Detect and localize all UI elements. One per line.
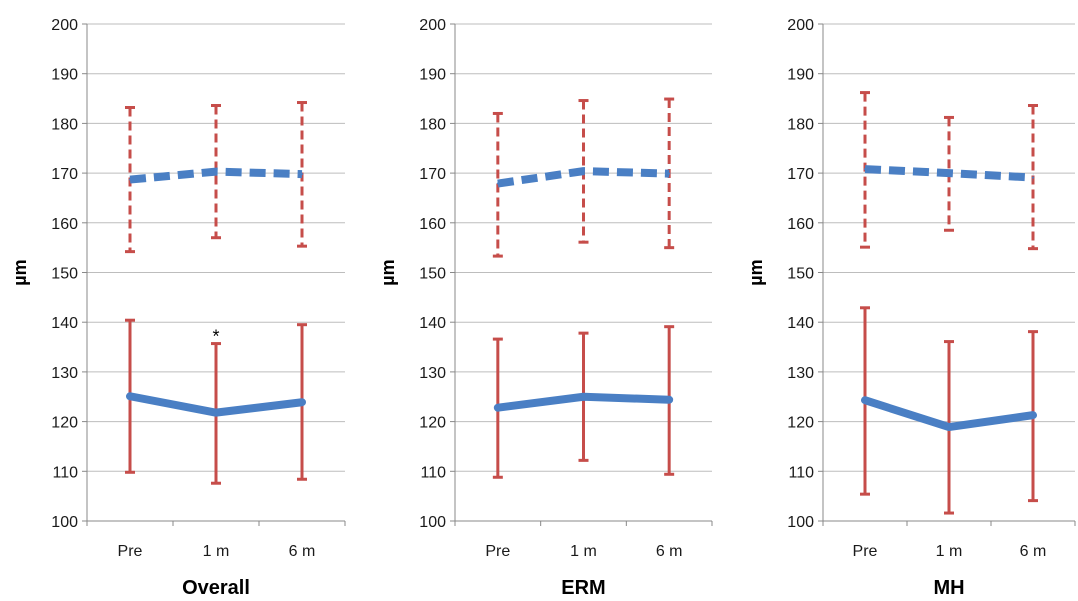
panel-overall: 100 110 120 130 140 150 160 170 180 190 200 Pre 1 m 6… [10, 17, 346, 599]
data-point [301, 401, 303, 404]
y-tick-label: 200 [787, 17, 814, 34]
y-tick-label: 100 [419, 514, 446, 531]
y-axis-label: µm [10, 259, 30, 285]
y-tick-label: 110 [52, 464, 78, 481]
x-tick-label: 6 m [656, 543, 683, 560]
data-point [864, 399, 866, 402]
y-tick-label: 110 [788, 464, 814, 481]
data-point [864, 168, 866, 171]
y-tick-label: 110 [420, 464, 446, 481]
panel-title: MH [933, 577, 964, 599]
x-tick-label: Pre [853, 543, 878, 560]
x-tick-label: 6 m [289, 543, 316, 560]
data-point [582, 395, 585, 398]
data-point [1032, 176, 1034, 179]
y-tick-label: 120 [419, 415, 446, 432]
significance-marker: * [212, 327, 219, 347]
data-point [215, 411, 217, 414]
panel-erm: 100 110 120 130 140 150 160 170 180 190 200 Pre 1 m 6… [378, 17, 713, 599]
y-tick-label: 170 [419, 166, 446, 183]
panel-mh: 100 110 120 130 140 150 160 170 180 190 200 Pre 1 m 6… [746, 17, 1076, 599]
y-tick-label: 170 [787, 166, 814, 183]
y-tick-label: 200 [419, 17, 446, 34]
data-point [668, 172, 671, 175]
y-axis-label: µm [378, 259, 398, 285]
data-point [948, 426, 950, 429]
data-point [496, 182, 499, 185]
x-tick-label: 6 m [1020, 543, 1047, 560]
data-point [1032, 414, 1034, 417]
y-tick-label: 170 [51, 166, 78, 183]
y-tick-label: 150 [51, 266, 78, 283]
y-tick-label: 150 [419, 266, 446, 283]
y-tick-label: 130 [787, 365, 814, 382]
y-axis-label: µm [746, 259, 766, 285]
y-tick-label: 190 [419, 67, 446, 84]
y-tick-label: 100 [787, 514, 814, 531]
y-tick-label: 180 [419, 116, 446, 133]
y-tick-label: 140 [787, 315, 814, 332]
y-tick-label: 160 [419, 216, 446, 233]
y-tick-label: 130 [419, 365, 446, 382]
data-point [582, 170, 585, 173]
y-tick-label: 200 [51, 17, 78, 34]
x-tick-label: 1 m [570, 543, 597, 560]
x-tick-label: Pre [118, 543, 143, 560]
x-tick-label: 1 m [936, 543, 963, 560]
data-point [948, 172, 950, 175]
data-point [301, 173, 303, 176]
data-point [496, 406, 499, 409]
panel-title: ERM [561, 577, 605, 599]
data-point [668, 398, 671, 401]
y-tick-label: 100 [51, 514, 78, 531]
data-point [129, 178, 131, 181]
y-tick-label: 190 [787, 67, 814, 84]
y-tick-label: 160 [51, 216, 78, 233]
y-tick-label: 190 [51, 67, 78, 84]
y-tick-label: 180 [51, 116, 78, 133]
data-point [215, 170, 217, 173]
y-tick-label: 140 [419, 315, 446, 332]
y-tick-label: 160 [787, 216, 814, 233]
y-tick-label: 180 [787, 116, 814, 133]
x-tick-label: Pre [485, 543, 510, 560]
y-tick-label: 120 [51, 415, 78, 432]
x-tick-label: 1 m [203, 543, 230, 560]
panel-title: Overall [182, 577, 250, 599]
y-tick-label: 120 [787, 415, 814, 432]
y-tick-label: 150 [787, 266, 814, 283]
y-tick-label: 130 [51, 365, 78, 382]
y-tick-label: 140 [51, 315, 78, 332]
data-point [129, 395, 131, 398]
